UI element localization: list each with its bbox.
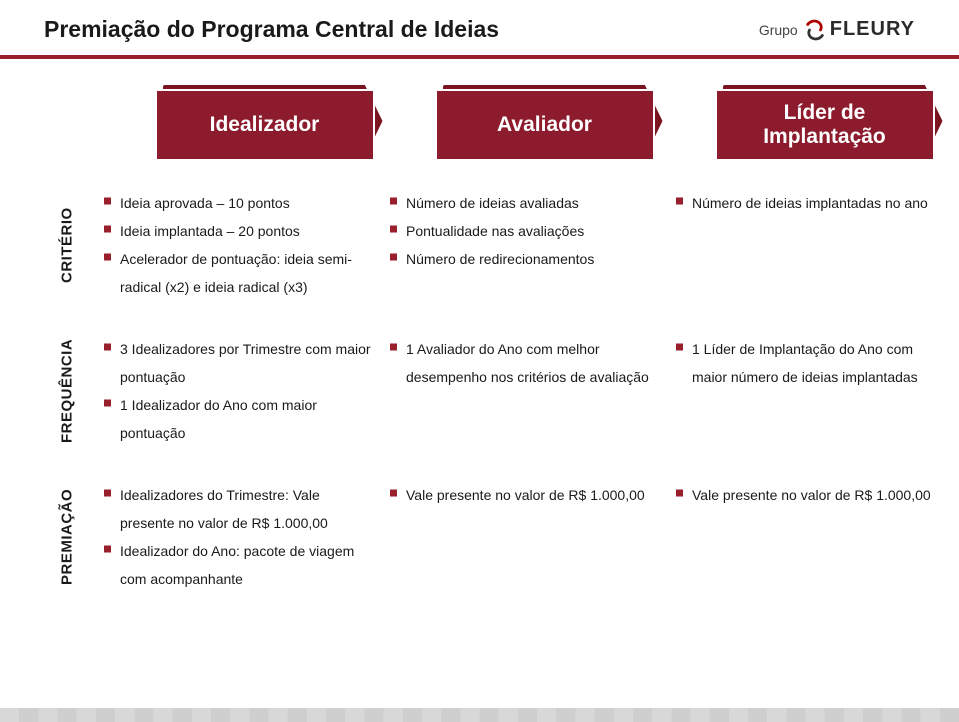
list-item: Ideia implantada – 20 pontos [104,217,376,245]
cell-frequencia-idealizador: 3 Idealizadores por Trimestre com maior … [104,335,376,447]
role-label: Avaliador [435,89,655,161]
cell-criterio-lider: Número de ideias implantadas no ano [676,189,948,301]
list-item: 1 Idealizador do Ano com maior pontuação [104,391,376,447]
list-item: Número de redirecionamentos [390,245,662,273]
role-lider: Líder de Implantação [715,89,935,161]
cell-premiacao-avaliador: Vale presente no valor de R$ 1.000,00 [390,481,662,593]
list-item: Vale presente no valor de R$ 1.000,00 [676,481,948,509]
cell-frequencia-lider: 1 Líder de Implantação do Ano com maior … [676,335,948,447]
header-divider [0,55,959,59]
cell-premiacao-lider: Vale presente no valor de R$ 1.000,00 [676,481,948,593]
list-item: Idealizador do Ano: pacote de viagem com… [104,537,376,593]
cell-premiacao-idealizador: Idealizadores do Trimestre: Vale present… [104,481,376,593]
footer-decoration [0,708,959,722]
page-title: Premiação do Programa Central de Ideias [44,16,499,43]
role-avaliador: Avaliador [435,89,655,161]
row-label-criterio: CRITÉRIO [44,189,90,301]
list-item: Vale presente no valor de R$ 1.000,00 [390,481,662,509]
list-item: Idealizadores do Trimestre: Vale present… [104,481,376,537]
list-item: 1 Avaliador do Ano com melhor desempenho… [390,335,662,391]
cell-frequencia-avaliador: 1 Avaliador do Ano com melhor desempenho… [390,335,662,447]
row-label-premiacao: PREMIAÇÃO [44,481,90,593]
role-idealizador: Idealizador [155,89,375,161]
header: Premiação do Programa Central de Ideias … [0,0,959,53]
brand-logo: Grupo FLEURY [759,18,915,41]
roles-row: Idealizador Avaliador Líder de Implantaç… [0,89,959,161]
cell-criterio-idealizador: Ideia aprovada – 10 pontos Ideia implant… [104,189,376,301]
list-item: Número de ideias avaliadas [390,189,662,217]
list-item: Acelerador de pontuação: ideia semi-radi… [104,245,376,301]
role-label: Idealizador [155,89,375,161]
list-item: Ideia aprovada – 10 pontos [104,189,376,217]
role-label: Líder de Implantação [715,89,935,161]
list-item: Pontualidade nas avaliações [390,217,662,245]
logo-brand-text: FLEURY [830,18,915,41]
list-item: Número de ideias implantadas no ano [676,189,948,217]
criteria-table: CRITÉRIO Ideia aprovada – 10 pontos Idei… [0,189,959,593]
logo-grupo-text: Grupo [759,22,798,38]
logo-mark-icon [804,19,826,41]
list-item: 3 Idealizadores por Trimestre com maior … [104,335,376,391]
row-label-frequencia: FREQUÊNCIA [44,335,90,447]
list-item: 1 Líder de Implantação do Ano com maior … [676,335,948,391]
cell-criterio-avaliador: Número de ideias avaliadas Pontualidade … [390,189,662,301]
